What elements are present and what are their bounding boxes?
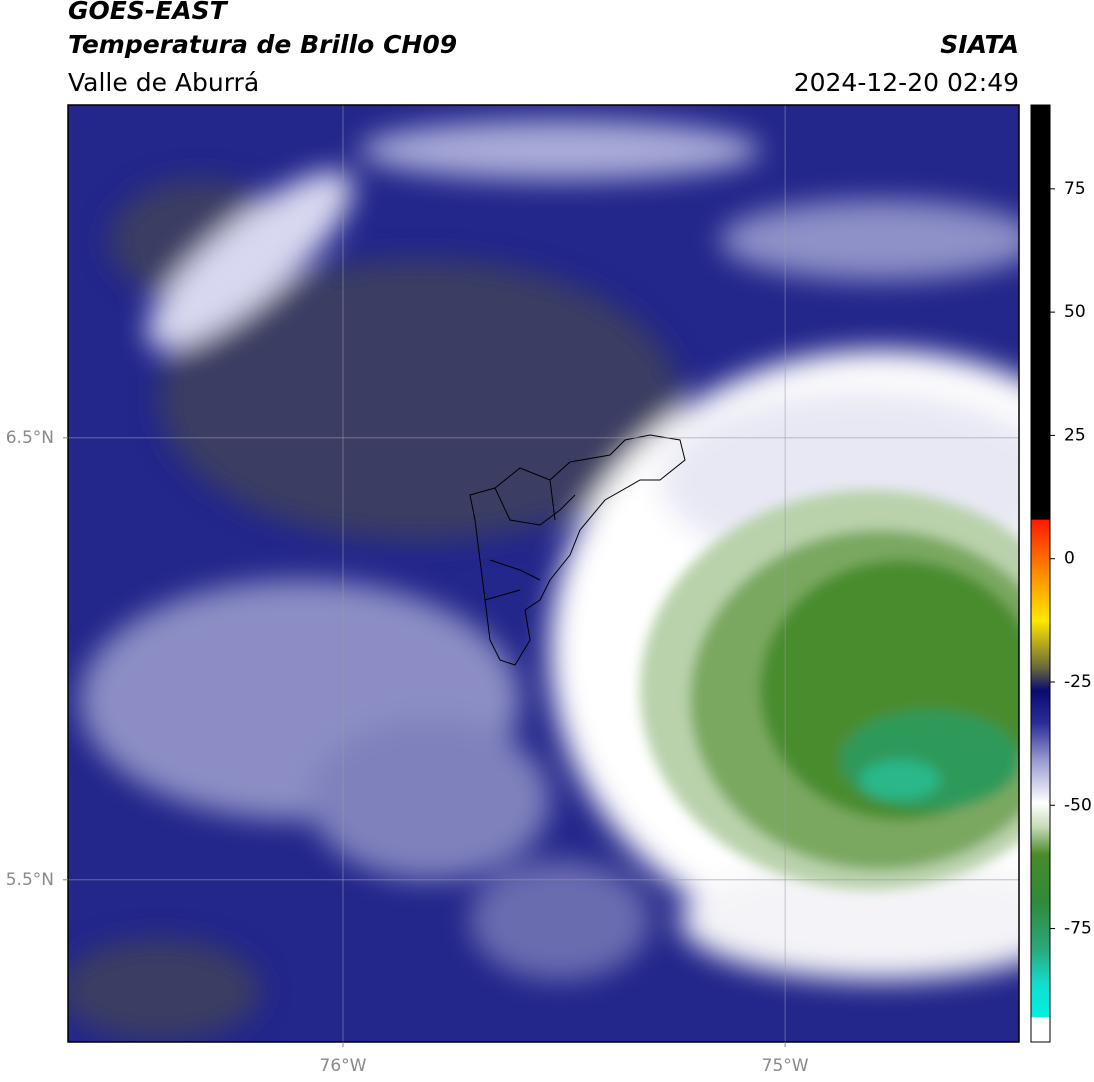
colorbar-tick-label: 25 <box>1064 425 1086 445</box>
colorbar-tick-label: -50 <box>1064 795 1092 815</box>
colorbar <box>1030 104 1051 1043</box>
grid <box>68 105 1019 1042</box>
title: GOES-EAST <box>68 0 229 25</box>
colorbar-tick-label: 50 <box>1064 302 1086 322</box>
colorbar-tick-label: 0 <box>1064 549 1075 569</box>
x-tick-label: 76°W <box>320 1056 367 1076</box>
municipal-boundaries <box>469 434 686 666</box>
y-tick-label: 5.5°N <box>6 870 54 890</box>
x-tick-label: 75°W <box>762 1056 809 1076</box>
map-frame <box>67 104 1020 1043</box>
satellite-image <box>68 105 1019 1042</box>
y-tick-label: 6.5°N <box>6 428 54 448</box>
colorbar-tick-label: 75 <box>1064 179 1086 199</box>
region: Valle de Aburrá <box>68 68 259 97</box>
source: SIATA <box>940 30 1019 59</box>
subtitle: Temperatura de Brillo CH09 <box>68 30 457 59</box>
header: GOES-EAST Temperatura de Brillo CH09 Val… <box>68 0 1019 97</box>
colorbar-tick-label: -25 <box>1064 672 1092 692</box>
colorbar-tick-label: -75 <box>1064 919 1092 939</box>
datetime: 2024-12-20 02:49 <box>794 68 1019 97</box>
